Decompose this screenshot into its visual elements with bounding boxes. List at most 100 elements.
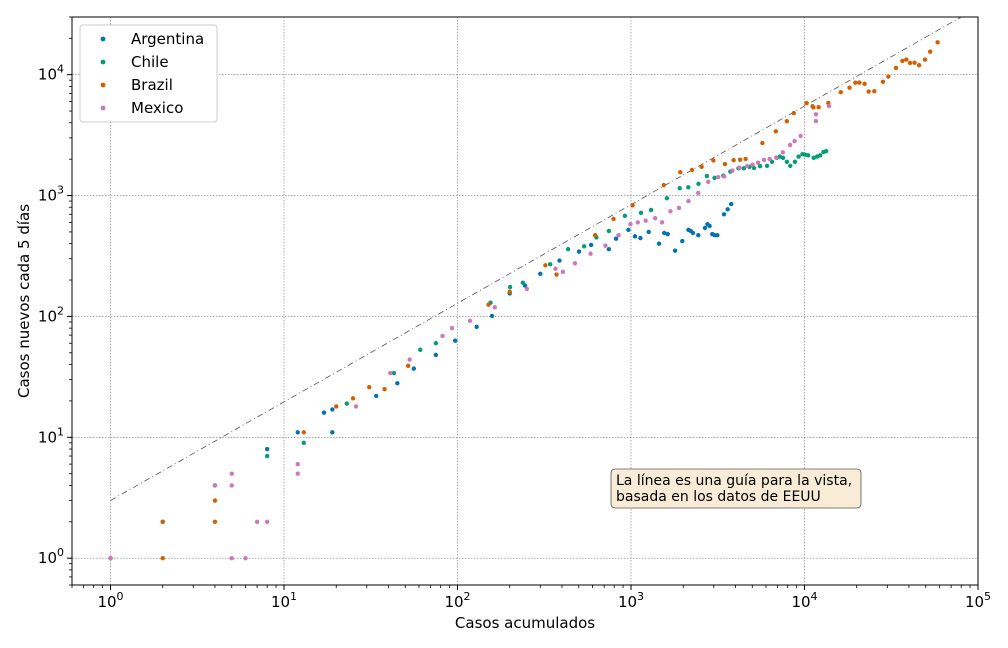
data-point-mexico: [635, 220, 640, 225]
data-point-brazil: [935, 40, 940, 45]
data-point-mexico: [295, 461, 300, 467]
legend: Argentina Chile Brazil Mexico: [79, 24, 218, 123]
data-point-mexico: [407, 357, 412, 362]
data-point-mexico: [767, 156, 772, 162]
data-point-chile: [769, 159, 775, 165]
data-points: [108, 40, 940, 561]
data-point-chile: [764, 163, 770, 169]
legend-label-brazil: Brazil: [131, 76, 173, 94]
data-point-argentina: [588, 242, 594, 248]
legend-marker-chile: [100, 59, 106, 65]
data-point-brazil: [334, 404, 339, 409]
x-tick-label: 103: [618, 590, 644, 611]
data-point-argentina: [690, 230, 696, 236]
data-point-chile: [788, 163, 793, 169]
y-tick-label: 104: [38, 63, 64, 84]
data-point-brazil: [866, 89, 871, 94]
data-point-mexico: [524, 286, 530, 292]
data-point-argentina: [374, 393, 379, 399]
data-point-brazil: [630, 203, 635, 208]
data-point-brazil: [907, 60, 913, 66]
data-point-brazil: [731, 158, 736, 163]
data-point-argentina: [665, 231, 670, 237]
data-point-chile: [712, 175, 717, 181]
data-point-mexico: [715, 174, 721, 180]
data-point-mexico: [588, 251, 593, 256]
legend-marker-mexico: [100, 105, 106, 111]
data-point-brazil: [916, 63, 922, 68]
data-point-mexico: [449, 325, 455, 331]
data-point-mexico: [686, 198, 691, 204]
data-point-brazil: [900, 58, 905, 64]
data-point-argentina: [576, 249, 582, 254]
data-point-argentina: [715, 232, 720, 238]
data-point-argentina: [662, 230, 667, 236]
guide-line: [110, 16, 962, 501]
data-point-chile: [622, 213, 628, 218]
x-tick-label: 104: [791, 590, 817, 611]
data-point-argentina: [638, 235, 643, 241]
y-tick-label: 102: [38, 304, 64, 325]
legend-label-argentina: Argentina: [131, 30, 204, 48]
x-axis-label: Casos acumulados: [455, 614, 595, 632]
data-point-mexico: [798, 133, 803, 139]
data-point-brazil: [507, 289, 512, 294]
data-point-mexico: [659, 220, 665, 225]
legend-box: [79, 24, 218, 123]
data-point-brazil: [838, 90, 843, 95]
x-tick-label: 101: [271, 590, 297, 611]
data-point-mexico: [774, 155, 779, 160]
data-point-brazil: [880, 79, 886, 85]
data-point-chile: [433, 341, 439, 346]
data-point-brazil: [212, 498, 218, 503]
data-point-argentina: [411, 366, 417, 371]
data-point-brazil: [350, 396, 356, 401]
data-point-mexico: [705, 179, 711, 184]
data-point-argentina: [538, 271, 543, 277]
data-point-brazil: [853, 80, 858, 85]
data-point-mexico: [792, 138, 797, 144]
data-point-brazil: [791, 110, 796, 116]
data-point-mexico: [229, 555, 234, 561]
data-point-chile: [565, 246, 571, 252]
data-point-chile: [638, 210, 644, 215]
data-point-chile: [806, 153, 811, 158]
data-point-brazil: [904, 57, 909, 62]
data-point-argentina: [295, 430, 300, 435]
data-point-brazil: [912, 60, 917, 65]
data-point-mexico: [353, 404, 359, 409]
data-point-argentina: [721, 212, 727, 217]
data-point-mexico: [813, 112, 819, 117]
data-point-mexico: [553, 266, 558, 271]
data-point-chile: [823, 148, 829, 154]
data-point-mexico: [755, 160, 761, 165]
data-point-chile: [547, 262, 553, 267]
data-point-brazil: [760, 140, 765, 146]
data-point-chile: [811, 155, 816, 161]
data-point-chile: [780, 155, 786, 161]
data-point-brazil: [689, 167, 695, 173]
data-point-mexico: [744, 163, 750, 169]
data-point-mexico: [721, 174, 727, 179]
y-tick-label: 101: [38, 425, 64, 446]
data-point-mexico: [108, 555, 113, 561]
data-point-brazil: [857, 80, 862, 85]
data-point-argentina: [489, 313, 495, 319]
data-point-chile: [817, 153, 823, 158]
data-point-mexico: [295, 471, 300, 476]
data-point-chile: [391, 370, 397, 376]
data-point-brazil: [722, 161, 728, 167]
data-point-mexico: [467, 318, 473, 324]
data-point-brazil: [862, 81, 867, 87]
data-point-chile: [751, 165, 757, 171]
data-point-argentina: [725, 207, 730, 212]
plot-frame: [71, 16, 979, 586]
legend-label-chile: Chile: [131, 53, 169, 71]
data-point-chile: [686, 185, 691, 190]
data-point-chile: [704, 173, 710, 179]
data-point-chile: [757, 163, 763, 169]
data-point-chile: [418, 347, 423, 352]
data-point-mexico: [243, 555, 248, 561]
data-point-argentina: [474, 324, 479, 330]
data-point-brazil: [382, 387, 387, 392]
